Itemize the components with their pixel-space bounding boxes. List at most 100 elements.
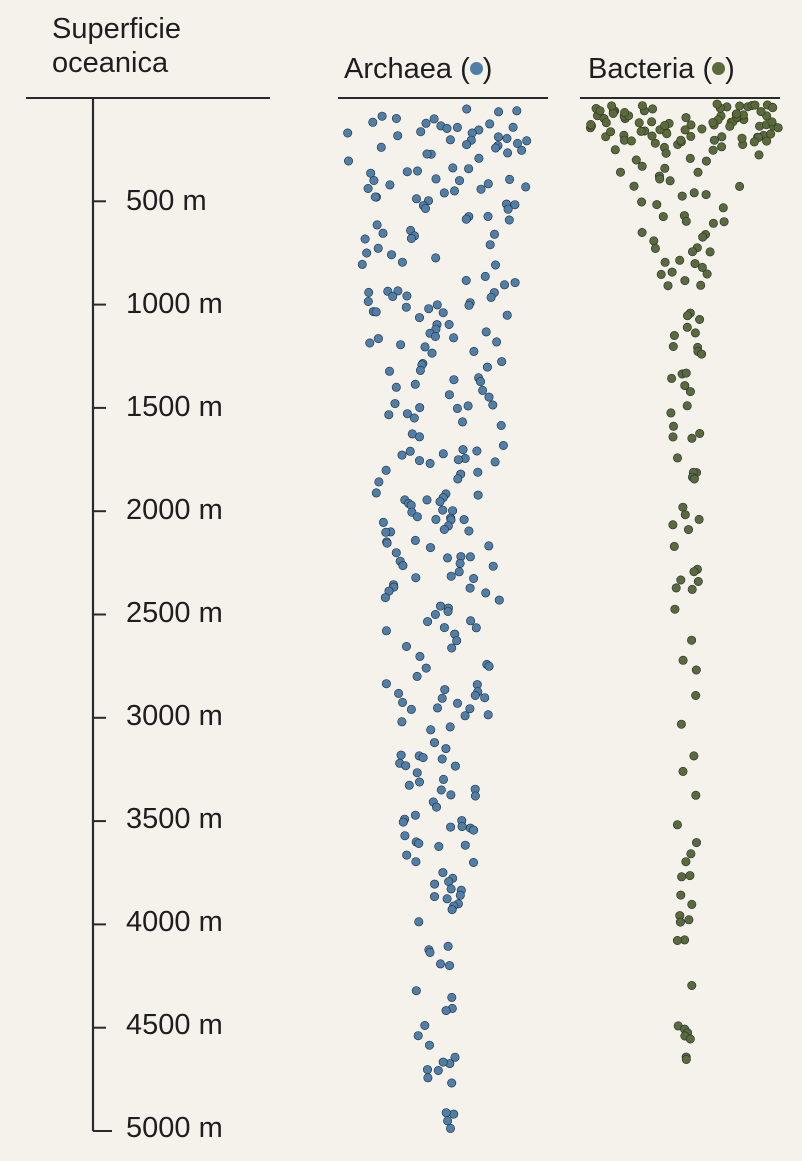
bacteria-cell [696, 280, 706, 290]
bacteria-cell [725, 121, 735, 131]
bacteria-cell [708, 218, 718, 228]
bacteria-cell [637, 101, 647, 111]
archaea-cell [384, 366, 394, 376]
archaea-cell [499, 280, 509, 290]
bacteria-cell [681, 216, 691, 226]
archaea-cell [411, 986, 421, 996]
bacteria-cell [680, 381, 690, 391]
bacteria-cell [732, 109, 742, 119]
archaea-cell [508, 122, 518, 132]
archaea-cell [473, 467, 483, 477]
bacteria-cell [687, 584, 697, 594]
archaea-cell [458, 445, 468, 455]
archaea-cell [466, 616, 476, 626]
bacteria-cell [682, 311, 692, 321]
archaea-cell [505, 174, 515, 184]
bacteria-cell [677, 872, 687, 882]
bacteria-cell [701, 190, 711, 200]
archaea-cell [472, 446, 482, 456]
archaea-cell [439, 524, 449, 534]
archaea-cell [469, 346, 479, 356]
bacteria-cell [689, 567, 699, 577]
archaea-cell [433, 1066, 443, 1076]
archaea-cell [522, 136, 532, 146]
archaea-cell [429, 114, 439, 124]
bacteria-cell [663, 281, 673, 291]
archaea-cell [502, 310, 512, 320]
archaea-cell [444, 961, 454, 971]
archaea-cell [449, 186, 459, 196]
archaea-cell [431, 802, 441, 812]
archaea-cell [377, 111, 387, 121]
bacteria-cell [647, 131, 657, 141]
bacteria-cell [668, 421, 678, 431]
archaea-cell [398, 817, 408, 827]
archaea-cell [482, 362, 492, 372]
bacteria-cell [681, 1055, 691, 1065]
archaea-cell [402, 291, 412, 301]
bacteria-cell [661, 148, 671, 158]
bacteria-cell [637, 161, 647, 171]
archaea-cell [436, 785, 446, 795]
archaea-cell [402, 409, 412, 419]
bacteria-cell [691, 838, 701, 848]
archaea-cell [396, 750, 406, 760]
archaea-cell [442, 123, 452, 133]
archaea-cell [414, 456, 424, 466]
surface-label-line1: Superficie [52, 13, 181, 45]
bacteria-cell [687, 433, 697, 443]
archaea-cell [405, 446, 415, 456]
bacteria-cell [666, 408, 676, 418]
bacteria-cell [695, 428, 705, 438]
archaea-cell [447, 643, 457, 653]
archaea-cell [435, 497, 445, 507]
archaea-cell [441, 744, 451, 754]
bacteria-cell [686, 849, 696, 859]
bacteria-cell [606, 127, 616, 137]
archaea-cell [378, 517, 388, 527]
archaea-cell [381, 626, 391, 636]
archaea-cell [503, 148, 513, 158]
bacteria-cell [680, 510, 690, 520]
archaea-cell [364, 287, 374, 297]
archaea-cell [453, 455, 463, 465]
bacteria-cell [649, 236, 659, 246]
bacteria-cell [735, 181, 745, 191]
archaea-cell [512, 106, 522, 116]
archaea-cell [411, 194, 421, 204]
archaea-cell [459, 515, 469, 525]
archaea-cell [517, 145, 527, 155]
archaea-cell [486, 292, 496, 302]
bacteria-cell [681, 857, 691, 867]
archaea-cell [502, 134, 512, 144]
archaea-cell [476, 184, 486, 194]
archaea-cell [422, 495, 432, 505]
archaea-cell [461, 214, 471, 224]
archaea-cell [412, 166, 422, 176]
archaea-cell [439, 188, 449, 198]
archaea-cell [414, 777, 424, 787]
archaea-cell [489, 229, 499, 239]
archaea-cell [430, 331, 440, 341]
archaea-cell [469, 573, 479, 583]
archaea-cell [412, 671, 422, 681]
bacteria-cell [660, 257, 670, 267]
archaea-cell [481, 588, 491, 598]
archaea-cell [397, 697, 407, 707]
bacteria-cell [691, 690, 701, 700]
archaea-cell [427, 348, 437, 358]
archaea-cell [406, 704, 416, 714]
bacteria-cell [768, 103, 778, 113]
bacteria-cell [702, 269, 712, 279]
archaea-cell [457, 822, 467, 832]
bacteria-cell [676, 135, 686, 145]
archaea-cell [438, 505, 448, 515]
archaea-cell [370, 192, 380, 202]
archaea-cell [384, 410, 394, 420]
archaea-cell [373, 334, 383, 344]
archaea-cell [440, 685, 450, 695]
archaea-cell [488, 400, 498, 410]
archaea-cell [413, 1031, 423, 1041]
archaea-cell [488, 561, 498, 571]
archaea-cell [362, 248, 372, 258]
